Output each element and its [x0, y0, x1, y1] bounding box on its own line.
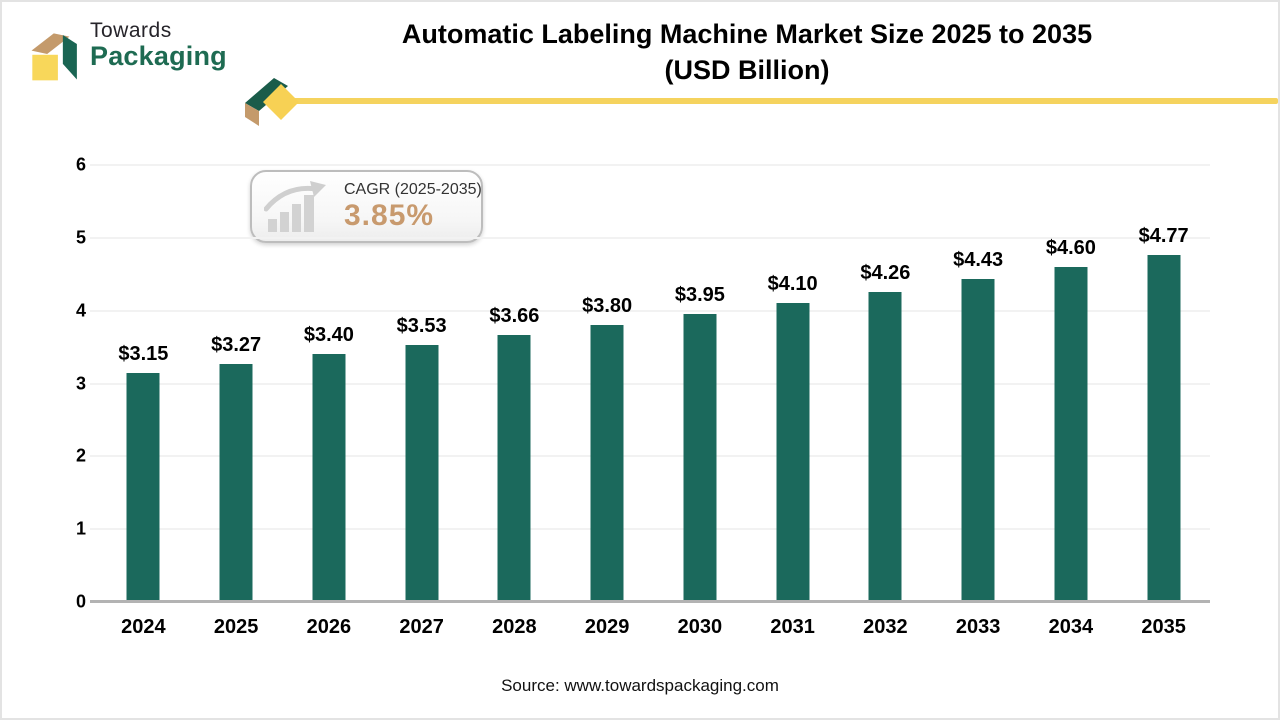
bar-2032: $4.26	[860, 262, 910, 602]
logo-text-packaging: Packaging	[90, 41, 227, 72]
bar-2026: $3.40	[304, 324, 354, 602]
y-axis-tick-label: 3	[75, 373, 86, 393]
bar-column: $4.10 2031	[746, 165, 839, 638]
bar-2025: $3.27	[211, 334, 261, 602]
x-axis-label-2028: 2028	[492, 616, 537, 638]
y-axis-tick-label: 2	[75, 445, 86, 466]
y-axis-tick-label: 5	[75, 227, 86, 248]
bar-value-label: $3.40	[303, 324, 354, 347]
source-text: Source: www.towardspackaging.com	[501, 676, 779, 695]
cagr-value: 3.85%	[344, 199, 435, 232]
gridline	[90, 528, 1210, 531]
x-axis-label-2032: 2032	[863, 616, 908, 638]
bar-2035: $4.77	[1139, 225, 1189, 602]
gridline	[90, 455, 1210, 458]
bar-value-label: $3.80	[582, 295, 633, 318]
bar-column: $3.40 2026	[283, 165, 376, 638]
bar-2029: $3.80	[582, 295, 632, 602]
growth-chart-icon	[264, 180, 326, 232]
bar-value-label: $4.10	[767, 273, 818, 296]
bar-value-label: $3.53	[396, 314, 447, 337]
x-axis-label-2024: 2024	[121, 616, 166, 638]
x-axis-label-2035: 2035	[1141, 616, 1186, 638]
logo-text-towards: Towards	[90, 19, 172, 42]
x-axis-label-2025: 2025	[213, 616, 259, 638]
bar-2028: $3.66	[489, 305, 539, 602]
bar-value-label: $3.66	[489, 305, 540, 328]
bar-value-label: $4.26	[860, 261, 911, 284]
bar-value-label: $3.27	[211, 333, 262, 356]
x-axis-label-2027: 2027	[399, 616, 444, 638]
y-axis-labels: 0 1 2 3 4 5 6	[50, 155, 86, 612]
cagr-badge: CAGR (2025-2035) 3.85%	[250, 170, 483, 243]
y-axis-tick-label: 6	[75, 154, 86, 175]
logo-text: Towards Packaging	[90, 19, 227, 72]
logo-cube-icon	[31, 33, 77, 81]
bar-value-label: $4.43	[953, 249, 1004, 272]
bar-2031: $4.10	[768, 273, 818, 602]
y-axis-tick-label: 4	[75, 300, 86, 321]
gridline	[90, 236, 1210, 239]
bar-column: $4.26 2032	[839, 165, 932, 638]
bar-column: $4.60 2034	[1025, 165, 1118, 638]
cagr-texts: CAGR (2025-2035) 3.85%	[344, 181, 482, 232]
bar-column: $4.77 2035	[1117, 165, 1210, 638]
divider-line	[289, 98, 1278, 104]
bars-container: $3.15 2024 $3.27 2025 $3.40 2026 $3.53 2027 $3.6…	[97, 165, 1210, 638]
bar-2027: $3.53	[397, 315, 447, 602]
chart-title-line2: (USD Billion)	[664, 55, 830, 86]
x-axis-label-2030: 2030	[677, 616, 723, 638]
x-axis-label-2029: 2029	[584, 616, 630, 638]
bar-column: $3.80 2029	[561, 165, 654, 638]
bar-2024: $3.15	[118, 343, 168, 602]
bar-2033: $4.43	[953, 249, 1003, 602]
x-axis-label-2033: 2033	[955, 616, 1001, 638]
y-axis-tick-label: 0	[75, 591, 86, 612]
bar-column: $3.53 2027	[375, 165, 468, 638]
gridline	[90, 164, 1210, 166]
plot-area: $3.15 2024 $3.27 2025 $3.40 2026 $3.53 2027 $3.6…	[90, 164, 1210, 638]
cagr-label: CAGR (2025-2035)	[344, 181, 482, 198]
bar-2030: $3.95	[675, 284, 725, 602]
x-axis-baseline	[90, 600, 1210, 603]
chart-title-line1: Automatic Labeling Machine Market Size 2…	[401, 19, 1093, 49]
x-axis-label-2026: 2026	[306, 616, 352, 638]
x-axis-label-2031: 2031	[770, 616, 815, 638]
gridline	[90, 382, 1210, 385]
bar-column: $3.15 2024	[97, 165, 190, 638]
diamond-arrow-icon	[245, 78, 299, 126]
bar-column: $3.95 2030	[654, 165, 747, 638]
bar-value-label: $4.77	[1138, 224, 1189, 247]
y-axis-tick-label: 1	[75, 518, 86, 539]
bar-value-label: $4.60	[1045, 236, 1096, 259]
bar-column: $3.66 2028	[468, 165, 561, 638]
chart-title: Automatic Labeling Machine Market Size 2…	[232, 16, 1262, 89]
bar-column: $3.27 2025	[190, 165, 283, 638]
x-axis-label-2034: 2034	[1048, 616, 1094, 638]
bar-2034: $4.60	[1046, 237, 1096, 602]
bar-value-label: $3.15	[118, 342, 169, 365]
gridline	[90, 309, 1210, 312]
towards-packaging-logo: Towards Packaging	[16, 16, 227, 82]
bar-value-label: $3.95	[674, 284, 725, 307]
bar-column: $4.43 2033	[932, 165, 1025, 638]
